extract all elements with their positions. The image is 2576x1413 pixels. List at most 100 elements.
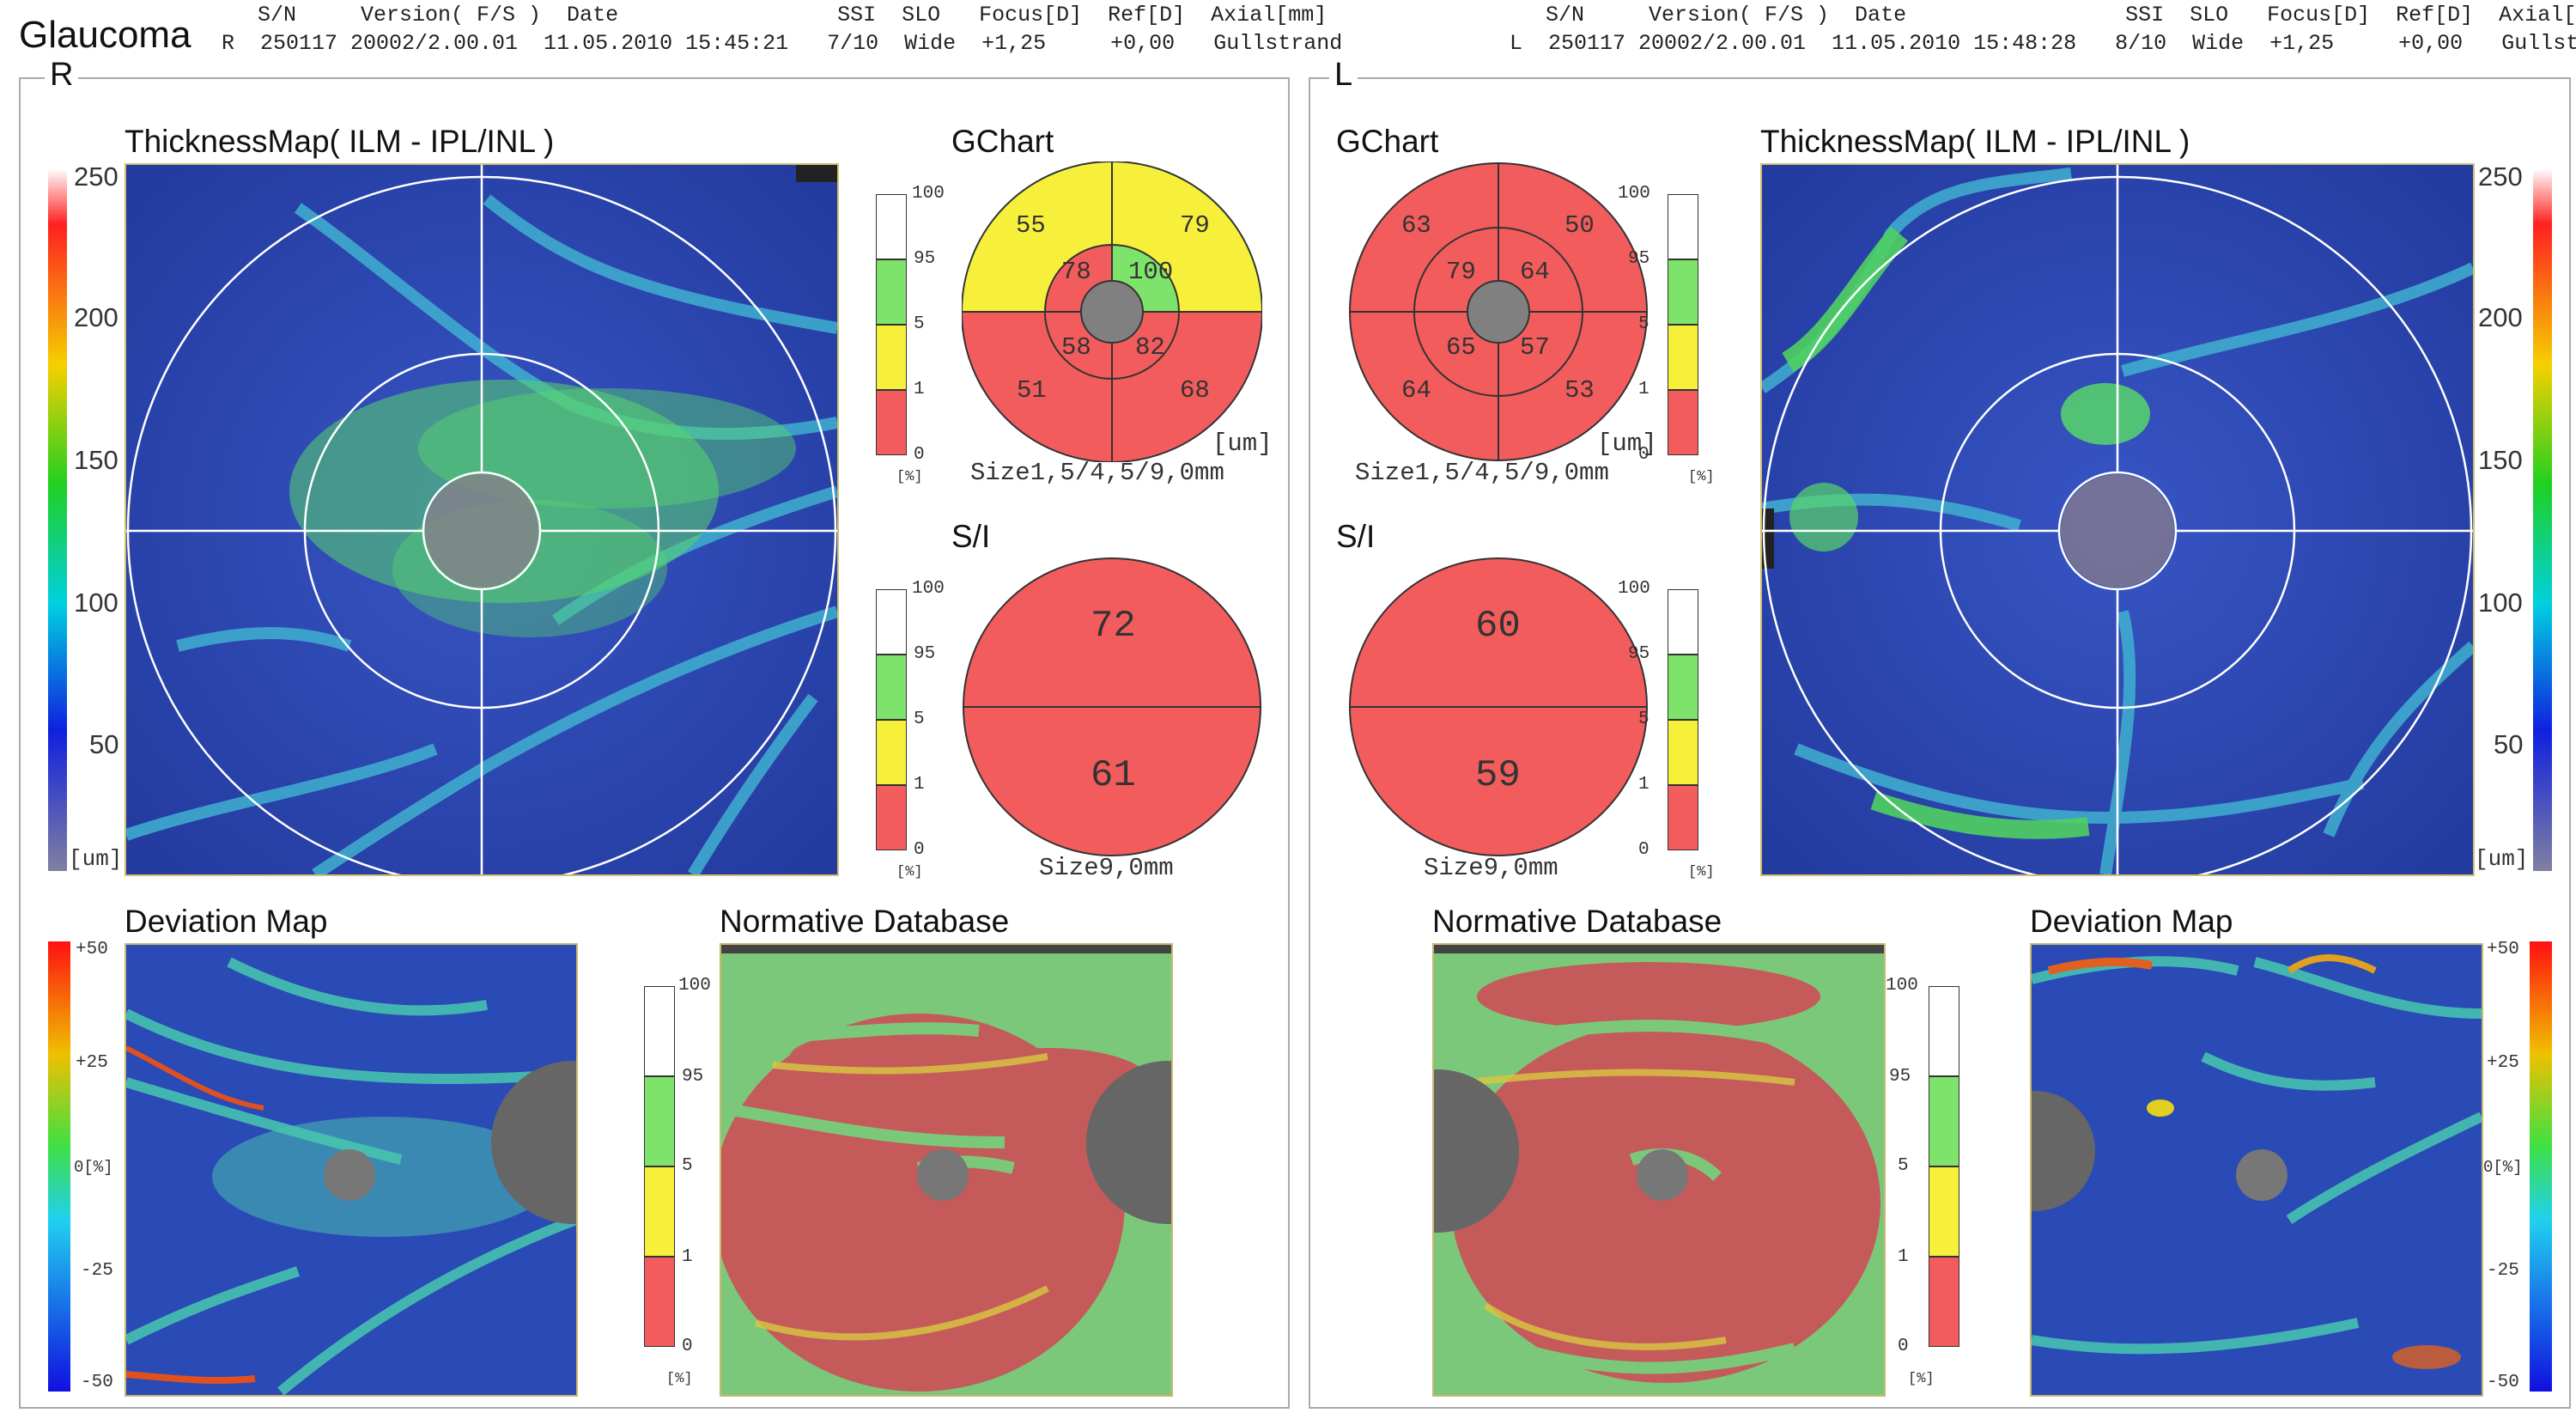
right-gchart-scale-95: 95 [914,249,936,269]
right-gchart-caption: Size1,5/4,5/9,0mm [970,459,1224,487]
right-si-inferior-value: 61 [1091,754,1136,797]
left-normative-scale-100: 100 [1886,976,1918,996]
left-eye-label: L [1329,57,1358,94]
right-thickness-vessel-pattern [126,194,837,874]
right-deviation-tick-zero: 0[%] [74,1158,113,1177]
left-thickness-map [1760,163,2475,876]
right-deviation-colorbar [48,941,70,1392]
right-gchart-inner-inf-nasal: 82 [1135,333,1165,362]
left-deviation-title: Deviation Map [2030,904,2233,939]
right-eye-header-values: R 250117 20002/2.00.01 11.05.2010 15:45:… [222,31,1343,56]
right-normative-scale-1: 1 [682,1247,693,1267]
left-si-inferior-value: 59 [1475,754,1521,797]
right-si-scale-unit: [%] [896,864,923,880]
report-title: Glaucoma [19,14,191,56]
left-gchart-outer-sup-right: 50 [1564,211,1595,240]
left-thickness-colorbar [2533,168,2552,871]
left-si-superior-value: 60 [1475,605,1521,648]
left-gchart-inner-inf-right: 57 [1520,333,1550,362]
right-gchart-scale-0: 0 [914,445,925,465]
left-deviation-tick-minus25: -25 [2487,1261,2519,1281]
left-si-scale-unit: [%] [1688,864,1715,880]
left-thickness-map-title: ThicknessMap( ILM - IPL/INL ) [1760,124,2190,159]
right-normative-title: Normative Database [720,904,1010,939]
right-gchart-unit: [um] [1212,429,1273,458]
left-si-percentile-bar [1667,588,1699,851]
left-thickness-tick-50: 50 [2494,729,2524,759]
right-gchart-scale-unit: [%] [896,469,923,485]
left-gchart-outer-inf-right: 53 [1564,376,1595,405]
right-thickness-tick-250: 250 [74,161,118,192]
right-si-scale-1: 1 [914,775,925,795]
right-normative-scale-unit: [%] [666,1371,693,1387]
left-si-scale-95: 95 [1628,644,1650,664]
left-eye-panel [1309,77,2571,1409]
right-gchart-outer-sup-nasal: 79 [1180,211,1210,240]
left-gchart-percentile-bar [1667,193,1699,456]
left-gchart-scale-1: 1 [1638,380,1649,399]
right-si-scale-95: 95 [914,644,936,664]
right-thickness-unit: [um] [69,846,123,872]
right-si-scale-100: 100 [912,579,945,599]
right-gchart-scale-100: 100 [912,184,945,204]
right-gchart-scale-5: 5 [914,314,925,334]
left-deviation-tick-plus50: +50 [2487,940,2519,959]
right-eye-panel [19,77,1290,1409]
right-normative-scale-100: 100 [678,976,711,996]
right-thickness-colorbar [48,168,67,871]
left-deviation-colorbar [2530,941,2552,1392]
left-eye-header-labels: S/N Version( F/S ) Date SSI SLO Focus[D]… [1546,3,2576,27]
left-si-scale-0: 0 [1638,840,1649,860]
left-thickness-tick-250: 250 [2478,161,2523,192]
left-normative-title: Normative Database [1432,904,1722,939]
left-thickness-tick-100: 100 [2478,588,2523,618]
right-si-superior-value: 72 [1091,605,1136,648]
left-gchart-title: GChart [1336,124,1439,159]
left-deviation-tick-minus50: -50 [2487,1373,2519,1392]
right-thickness-tick-150: 150 [74,445,118,475]
left-normative-scale-unit: [%] [1908,1371,1935,1387]
left-eye-header-values: L 250117 20002/2.00.01 11.05.2010 15:48:… [1510,31,2576,56]
left-gchart-outer-inf-left: 64 [1401,376,1431,405]
left-normative-map [1432,943,1886,1397]
right-deviation-tick-plus25: +25 [76,1053,108,1073]
right-gchart-outer-inf-temporal: 51 [1017,376,1047,405]
right-gchart-title: GChart [951,124,1054,159]
right-si-caption: Size9,0mm [1039,854,1174,882]
right-deviation-tick-minus25: -25 [81,1261,113,1281]
left-deviation-tick-zero: 0[%] [2483,1158,2523,1177]
left-si-scale-1: 1 [1638,775,1649,795]
right-si-diagram [962,557,1262,857]
left-gchart-outer-sup-left: 63 [1401,211,1431,240]
left-si-scale-5: 5 [1638,710,1649,729]
right-thickness-tick-200: 200 [74,302,118,332]
right-normative-scale-5: 5 [682,1156,693,1176]
left-normative-percentile-bar [1928,985,1960,1348]
right-eye-label: R [45,57,79,94]
left-si-scale-100: 100 [1618,579,1650,599]
right-gchart-outer-sup-temporal: 55 [1016,211,1046,240]
left-gchart-unit: [um] [1597,429,1657,458]
left-gchart-scale-95: 95 [1628,249,1650,269]
left-normative-scale-95: 95 [1889,1067,1911,1087]
right-si-percentile-bar [875,588,908,851]
right-normative-scale-95: 95 [682,1067,704,1087]
left-normative-scale-1: 1 [1898,1247,1909,1267]
left-gchart-caption: Size1,5/4,5/9,0mm [1355,459,1609,487]
right-deviation-tick-plus50: +50 [76,940,108,959]
right-gchart-inner-sup-nasal: 100 [1128,258,1174,286]
left-deviation-map [2030,943,2483,1397]
right-gchart-inner-sup-temporal: 78 [1061,258,1091,286]
left-thickness-tick-150: 150 [2478,445,2523,475]
left-si-caption: Size9,0mm [1424,854,1558,882]
right-si-scale-5: 5 [914,710,925,729]
left-gchart-scale-0: 0 [1638,445,1649,465]
right-gchart-outer-inf-nasal: 68 [1180,376,1210,405]
left-gchart-scale-100: 100 [1618,184,1650,204]
right-normative-map [720,943,1173,1397]
right-deviation-title: Deviation Map [125,904,328,939]
left-normative-scale-5: 5 [1898,1156,1909,1176]
right-si-title: S/I [951,519,991,554]
right-deviation-map [125,943,578,1397]
left-gchart-scale-5: 5 [1638,314,1649,334]
